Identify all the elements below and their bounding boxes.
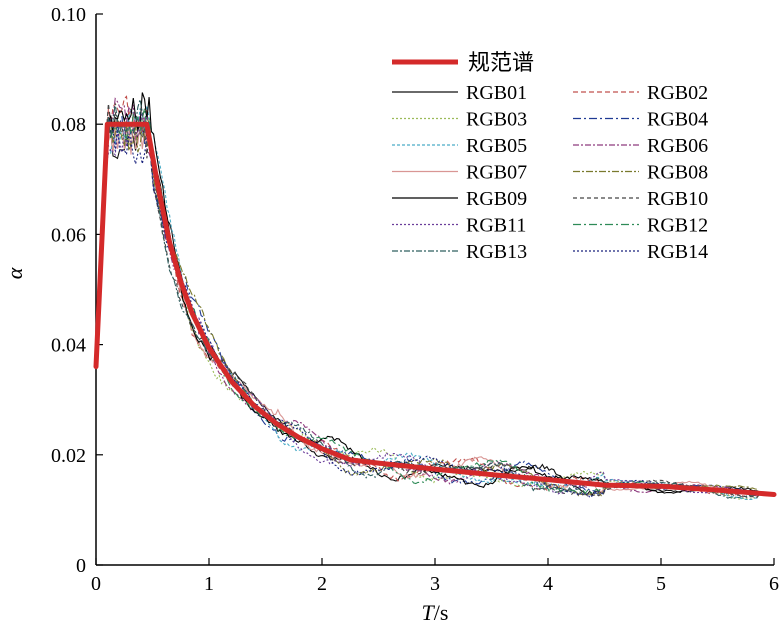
legend-label-rgb10: RGB10 bbox=[647, 188, 708, 210]
legend-label-rgb07: RGB07 bbox=[466, 162, 527, 184]
legend-label-rgb14: RGB14 bbox=[647, 241, 708, 263]
legend-label-rgb02: RGB02 bbox=[647, 82, 708, 104]
design-spectrum-line bbox=[93, 121, 777, 497]
x-tick-label: 0 bbox=[91, 573, 101, 595]
series-line-rgb06 bbox=[101, 97, 773, 496]
x-tick-label: 6 bbox=[769, 573, 779, 595]
legend-label-rgb04: RGB04 bbox=[647, 109, 708, 131]
y-tick-label: 0 bbox=[76, 555, 86, 577]
x-tick-label: 4 bbox=[543, 573, 553, 595]
series-line-rgb14 bbox=[101, 119, 773, 499]
x-axis-title: T/s bbox=[422, 600, 449, 625]
legend-label-rgb06: RGB06 bbox=[647, 135, 708, 157]
x-axis-title-symbol: T bbox=[422, 600, 436, 625]
series-line-rgb13 bbox=[101, 99, 773, 500]
legend-label-rgb13: RGB13 bbox=[466, 241, 527, 263]
legend-label-rgb11: RGB11 bbox=[466, 215, 526, 237]
x-tick-label: 1 bbox=[204, 573, 214, 595]
legend-label-design-spectrum: 规范谱 bbox=[468, 51, 534, 76]
legend-label-rgb09: RGB09 bbox=[466, 188, 527, 210]
legend: 规范谱 RGB01 RGB02 RGB03 RGB04 RGB05 RGB06 RGB07 RG… bbox=[392, 51, 708, 263]
y-tick-label: 0.08 bbox=[51, 114, 86, 136]
legend-label-rgb05: RGB05 bbox=[466, 135, 527, 157]
legend-label-rgb01: RGB01 bbox=[466, 82, 527, 104]
y-tick-label: 0.10 bbox=[51, 4, 86, 26]
y-tick-label: 0.06 bbox=[51, 224, 86, 246]
legend-label-rgb12: RGB12 bbox=[647, 215, 708, 237]
y-tick-label: 0.02 bbox=[51, 445, 86, 467]
x-tick-label: 5 bbox=[656, 573, 666, 595]
x-axis-title-unit: /s bbox=[434, 600, 449, 625]
legend-label-rgb08: RGB08 bbox=[647, 162, 708, 184]
x-tick-label: 2 bbox=[317, 573, 327, 595]
x-tick-label: 3 bbox=[430, 573, 440, 595]
series-line-rgb03 bbox=[101, 115, 773, 501]
legend-label-rgb03: RGB03 bbox=[466, 109, 527, 131]
y-tick-label: 0.04 bbox=[51, 335, 86, 357]
y-axis-title: α bbox=[2, 267, 27, 279]
